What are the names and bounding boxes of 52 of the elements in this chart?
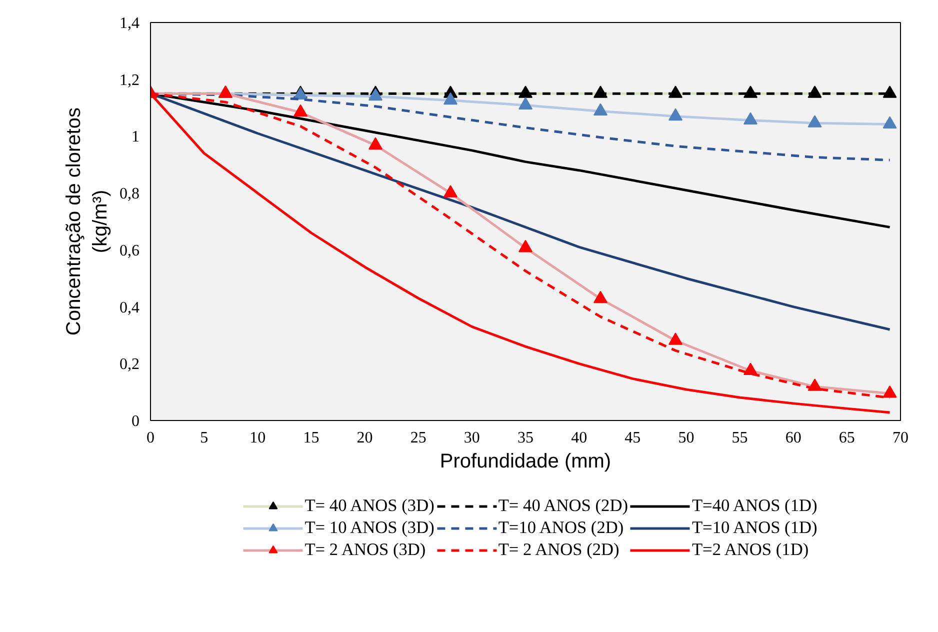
x-tick-label: 70 <box>892 430 908 446</box>
point <box>518 86 532 98</box>
point <box>744 112 758 125</box>
y-tick-label: 0,4 <box>120 299 140 316</box>
y-tick-label: 0 <box>132 413 140 430</box>
legend-label: T= 2 ANOS (3D) <box>304 540 426 560</box>
x-axis-title: Profundidade (mm) <box>440 450 612 472</box>
y-tick-label: 1 <box>132 128 140 146</box>
point <box>668 108 682 121</box>
point <box>594 103 608 116</box>
x-tick-label: 35 <box>518 430 534 446</box>
y-tick-label: 0,8 <box>120 186 140 203</box>
x-tick-label: 5 <box>200 430 208 446</box>
point <box>882 116 897 129</box>
legend-label: T= 2 ANOS (2D) <box>498 540 620 560</box>
point <box>882 385 897 398</box>
x-tick-label: 40 <box>571 430 588 446</box>
y-tick-label: 1,2 <box>120 72 140 89</box>
point <box>594 290 608 304</box>
point <box>444 92 458 105</box>
legend-label: T=10 ANOS (1D) <box>692 518 818 538</box>
point <box>744 86 758 98</box>
x-tick-label: 60 <box>785 430 802 446</box>
point <box>668 332 682 345</box>
x-tick-label: 55 <box>732 430 748 446</box>
x-tick-label: 25 <box>410 430 426 446</box>
x-tick-label: 0 <box>146 430 154 446</box>
x-tick-label: 20 <box>356 430 373 446</box>
point <box>518 240 532 252</box>
legend-label: T=2 ANOS (1D) <box>692 540 809 560</box>
x-tick-label: 15 <box>303 430 320 446</box>
point <box>882 86 897 98</box>
y-tick-label: 1,4 <box>120 15 140 32</box>
legend-label: T= 10 ANOS (3D) <box>304 518 434 538</box>
x-tick-label: 10 <box>250 430 266 446</box>
x-tick-label: 45 <box>624 430 641 446</box>
x-tick-label: 50 <box>678 430 694 446</box>
y-axis-title: Concentração de cloretos (kg/m³) <box>63 108 112 336</box>
y-tick-label: 0,6 <box>120 242 140 260</box>
point <box>294 104 308 117</box>
point <box>444 185 458 198</box>
legend-label: T= 40 ANOS (2D) <box>498 496 628 516</box>
point <box>368 137 382 150</box>
legend-label: T=10 ANOS (2D) <box>498 518 624 538</box>
point <box>808 115 822 128</box>
legend-label: T= 40 ANOS (3D) <box>304 496 434 516</box>
x-tick-label: 65 <box>838 430 855 446</box>
x-tick-label: 30 <box>464 430 480 446</box>
y-tick-label: 0,2 <box>120 356 140 374</box>
point <box>518 97 532 110</box>
legend-label: T=40 ANOS (1D) <box>692 496 818 516</box>
point <box>368 88 382 101</box>
